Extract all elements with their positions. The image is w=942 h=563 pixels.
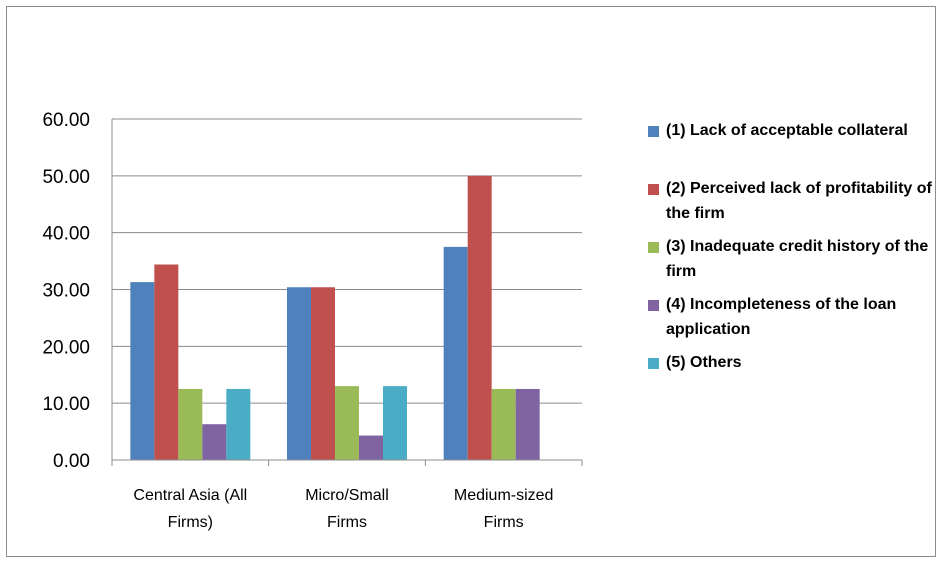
y-tick-label: 30.00 bbox=[42, 281, 90, 302]
legend-label-5: (5) Others bbox=[666, 354, 742, 371]
bar-series-5 bbox=[226, 388, 251, 460]
bar-series-2 bbox=[311, 287, 335, 460]
bar-series-3 bbox=[335, 386, 359, 460]
x-category-label: Micro/Small bbox=[305, 487, 389, 504]
bar-series-5 bbox=[383, 386, 407, 460]
legend-label-1: (1) Lack of acceptable collateral bbox=[666, 122, 908, 139]
bar-series-1 bbox=[443, 246, 468, 460]
legend-item-3: (3) Inadequate credit history of the fir… bbox=[648, 234, 938, 292]
bar-series-4 bbox=[359, 435, 383, 460]
bar-series-3 bbox=[178, 388, 203, 460]
legend-item-2: (2) Perceived lack of profitability of t… bbox=[648, 176, 938, 234]
legend-swatch-2 bbox=[648, 184, 659, 195]
y-tick-label: 50.00 bbox=[42, 167, 90, 188]
x-category-label: Firms bbox=[327, 514, 367, 531]
legend-swatch-4 bbox=[648, 300, 659, 311]
x-category-label: Central Asia (All bbox=[133, 487, 247, 504]
legend-label-4: (4) Incompleteness of the loan applicati… bbox=[666, 296, 897, 338]
x-category-label: Firms) bbox=[168, 514, 213, 531]
bar-series-1 bbox=[130, 282, 155, 460]
legend-item-1: (1) Lack of acceptable collateral bbox=[648, 118, 938, 176]
legend-item-4: (4) Incompleteness of the loan applicati… bbox=[648, 292, 938, 350]
bar-series-2 bbox=[154, 264, 179, 460]
legend-label-2: (2) Perceived lack of profitability of t… bbox=[666, 180, 932, 222]
y-tick-label: 10.00 bbox=[42, 394, 90, 415]
y-tick-label: 0.00 bbox=[53, 451, 90, 472]
bar-series-4 bbox=[515, 388, 540, 460]
legend-item-5: (5) Others bbox=[648, 350, 938, 408]
bar-series-3 bbox=[491, 388, 516, 460]
y-tick-label: 40.00 bbox=[42, 224, 90, 245]
bar-series-4 bbox=[202, 424, 227, 460]
x-category-label: Firms bbox=[484, 514, 524, 531]
legend: (1) Lack of acceptable collateral (2) Pe… bbox=[648, 118, 938, 408]
x-category-label: Medium-sized bbox=[454, 487, 554, 504]
y-tick-label: 20.00 bbox=[42, 337, 90, 358]
bar-series-1 bbox=[287, 287, 311, 460]
bar-series-2 bbox=[467, 175, 492, 461]
legend-swatch-3 bbox=[648, 242, 659, 253]
legend-swatch-1 bbox=[648, 126, 659, 137]
legend-swatch-5 bbox=[648, 358, 659, 369]
y-tick-label: 60.00 bbox=[42, 110, 90, 131]
legend-label-3: (3) Inadequate credit history of the fir… bbox=[666, 238, 929, 280]
